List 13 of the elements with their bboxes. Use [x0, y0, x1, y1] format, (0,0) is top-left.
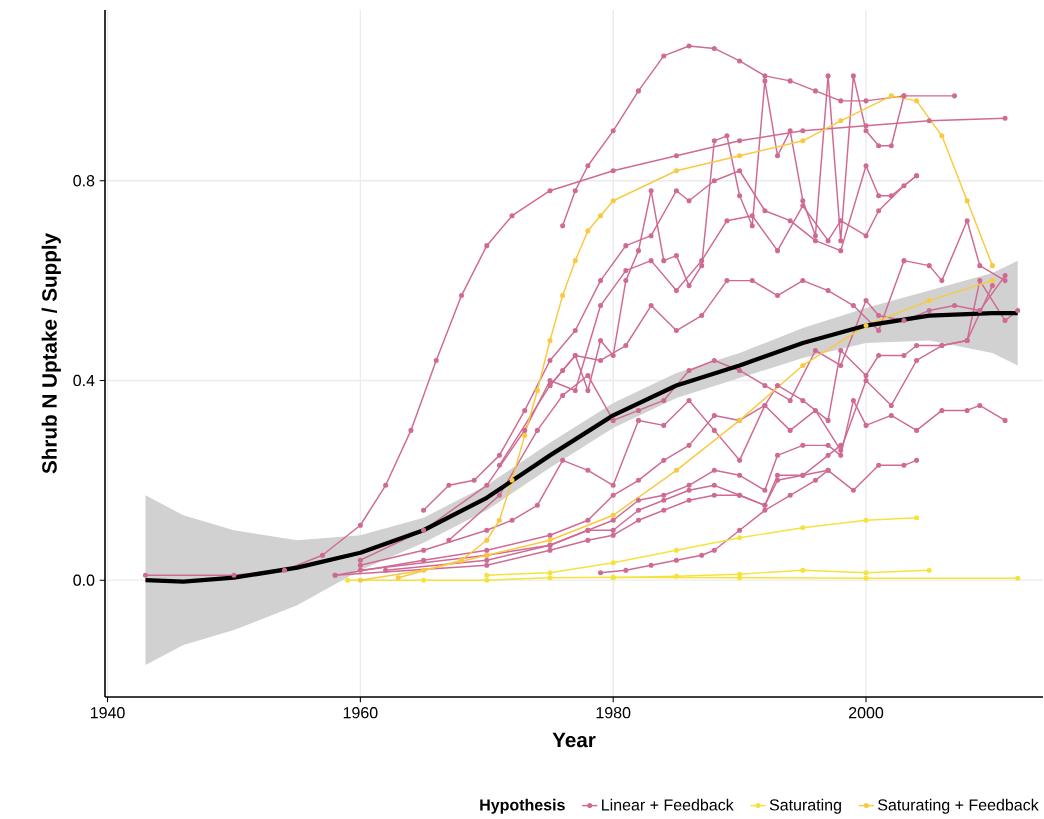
x-tick-label: 2000 — [849, 707, 884, 719]
legend-label: Saturating — [769, 798, 841, 814]
y-tick-label: 0.8 — [73, 175, 95, 187]
x-tick-label: 1980 — [596, 707, 631, 719]
legend-label: Saturating + Feedback — [878, 798, 1039, 814]
x-tick-label: 1940 — [90, 707, 125, 719]
legend-label: Linear + Feedback — [602, 798, 734, 811]
legend-title: Hypothesis — [480, 798, 565, 814]
x-axis-title: Year — [552, 732, 596, 748]
y-tick-label: 0.4 — [73, 374, 95, 387]
y-axis-title: Shrub N Uptake / Supply — [41, 233, 61, 474]
x-tick-label: 1960 — [343, 707, 378, 719]
y-tick-label: 0.0 — [73, 574, 95, 586]
